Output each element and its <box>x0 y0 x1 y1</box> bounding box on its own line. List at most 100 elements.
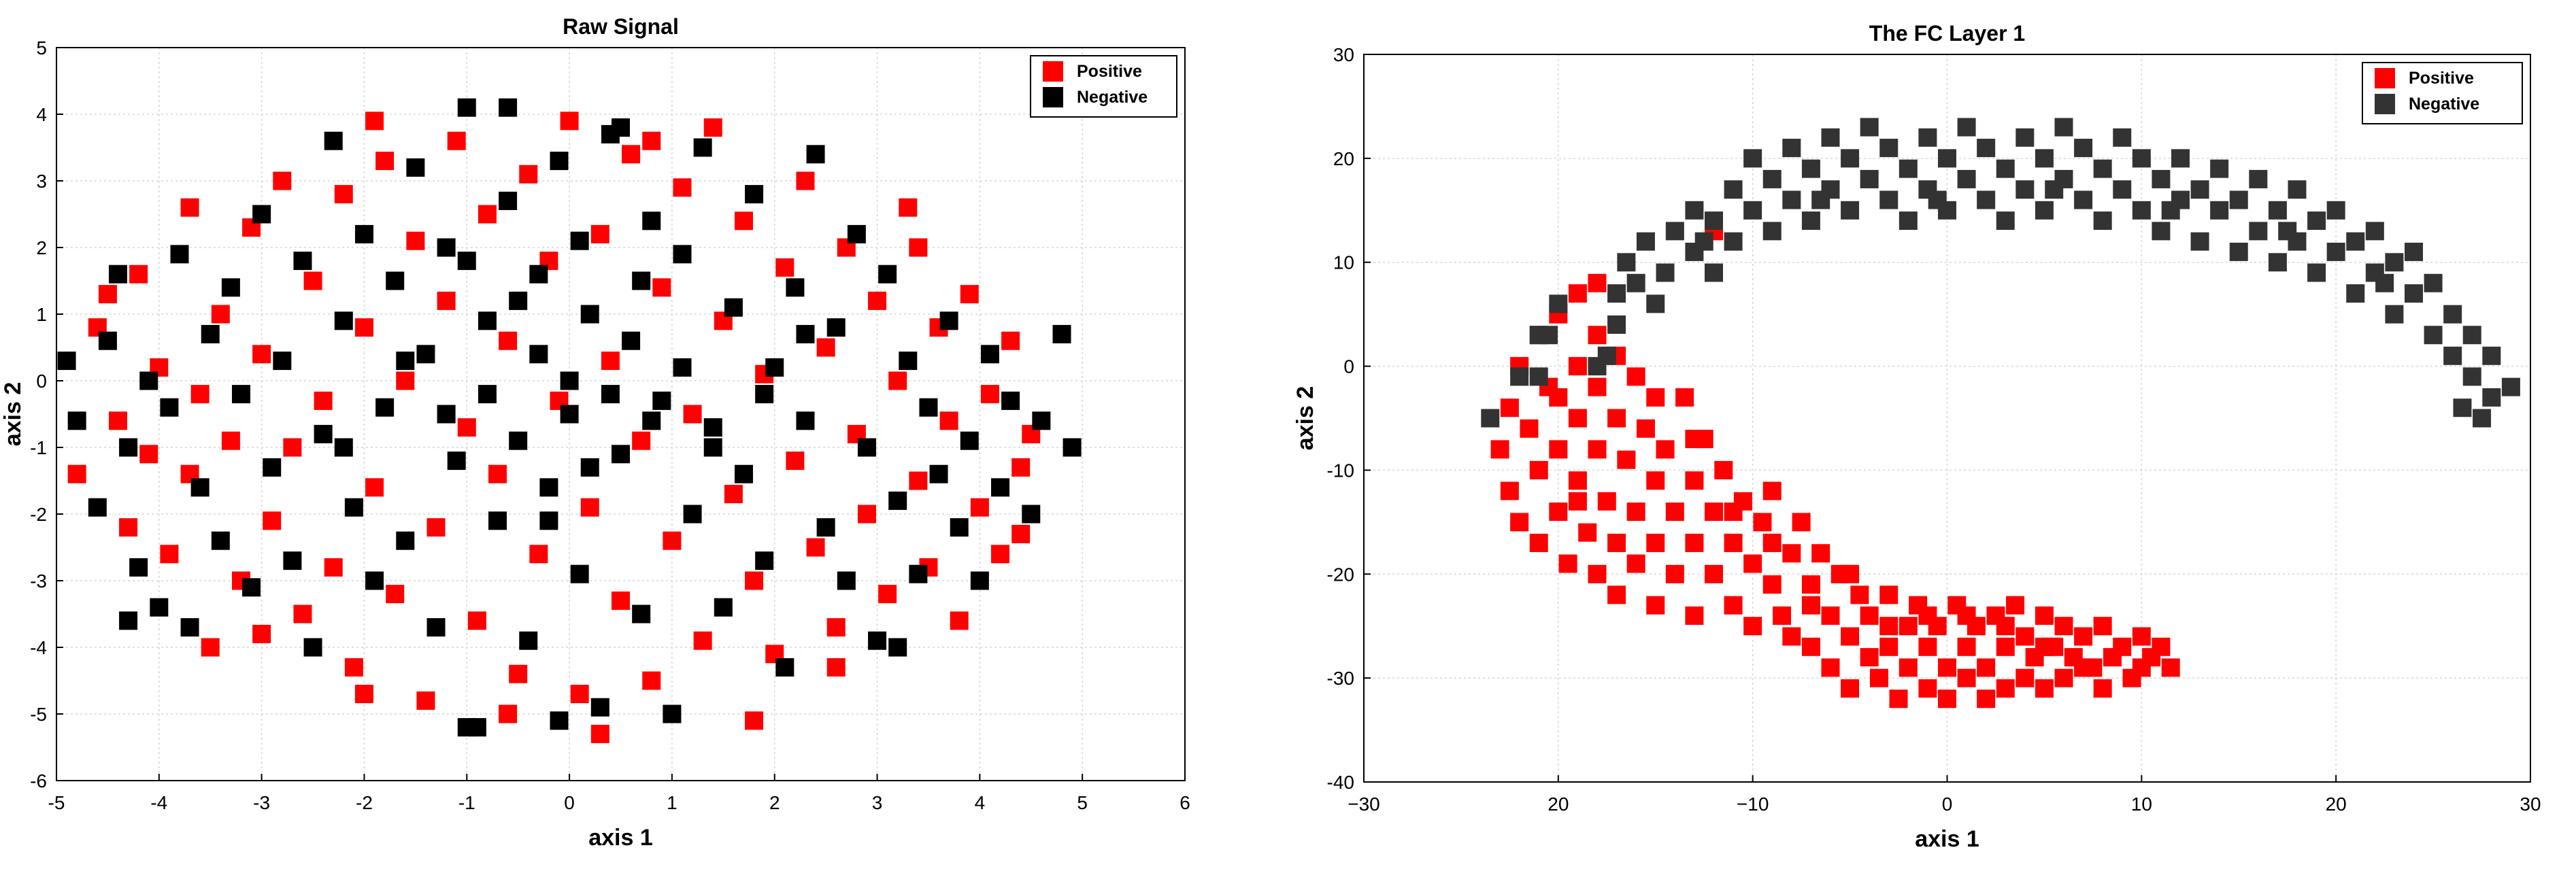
data-point <box>2229 190 2248 209</box>
data-point <box>263 458 282 477</box>
data-point <box>703 418 722 437</box>
y-tick-label: 1 <box>36 304 47 325</box>
y-tick-label: -5 <box>30 704 47 725</box>
data-point <box>673 245 692 264</box>
data-point <box>2152 169 2171 188</box>
data-point <box>1841 564 1860 583</box>
data-point <box>2074 139 2093 158</box>
data-point <box>2346 232 2365 251</box>
data-point <box>190 385 210 404</box>
data-point <box>2462 326 2481 345</box>
data-point <box>457 252 476 271</box>
data-point <box>580 458 599 477</box>
data-point <box>1928 190 1947 209</box>
data-point <box>1977 689 1996 709</box>
data-point <box>1539 326 1558 345</box>
legend-label-positive: Positive <box>1077 62 1142 81</box>
data-point <box>457 98 476 117</box>
data-point <box>2015 627 2035 646</box>
data-point <box>2307 263 2326 282</box>
legend-label-negative: Negative <box>1077 88 1148 107</box>
data-point <box>734 211 753 231</box>
data-point <box>2152 637 2171 656</box>
legend-swatch-positive <box>2375 68 2395 88</box>
data-point <box>1869 668 1888 687</box>
data-point <box>1792 513 1811 532</box>
data-point <box>1977 658 1996 677</box>
y-tick-label: -3 <box>30 570 47 592</box>
data-point <box>899 352 918 371</box>
data-point <box>354 224 373 243</box>
data-point <box>919 398 938 417</box>
data-point <box>1705 263 1723 282</box>
data-point <box>375 152 395 171</box>
series-negative <box>1481 118 2520 428</box>
x-tick-label: 4 <box>975 792 986 813</box>
y-tick-label: 0 <box>36 371 47 392</box>
data-point <box>98 331 117 350</box>
data-point <box>888 371 907 390</box>
data-point <box>632 431 651 450</box>
data-point <box>509 664 528 683</box>
data-point <box>273 171 292 190</box>
data-point <box>2385 253 2404 272</box>
data-point <box>252 345 271 364</box>
data-point <box>1773 606 1792 625</box>
data-point <box>1607 409 1626 428</box>
data-point <box>2210 201 2229 220</box>
data-point <box>683 505 702 524</box>
data-point <box>806 538 825 557</box>
data-point <box>88 498 107 517</box>
data-point <box>386 271 405 290</box>
data-point <box>303 638 322 657</box>
data-point <box>622 145 641 164</box>
data-point <box>1977 190 1996 209</box>
data-point <box>1850 585 1869 604</box>
data-point <box>775 658 794 677</box>
data-point <box>1607 533 1626 552</box>
data-point <box>2346 284 2365 303</box>
data-point <box>714 598 733 617</box>
data-point <box>2424 326 2443 345</box>
data-point <box>612 445 630 464</box>
x-tick-label: -4 <box>150 792 167 813</box>
data-point <box>129 265 148 284</box>
data-point <box>590 224 609 243</box>
data-point <box>1918 637 1937 656</box>
data-point <box>2443 346 2462 365</box>
data-point <box>334 185 353 204</box>
data-point <box>2054 118 2073 137</box>
data-point <box>2074 658 2093 677</box>
data-point <box>1588 564 1607 583</box>
data-point <box>2015 668 2035 687</box>
data-point <box>139 371 158 390</box>
data-point <box>652 278 671 297</box>
data-point <box>1918 128 1937 147</box>
data-point <box>888 491 907 510</box>
data-point <box>703 118 722 137</box>
data-point <box>488 511 507 530</box>
data-point <box>1898 211 1918 231</box>
data-point <box>1918 606 1937 625</box>
data-point <box>293 604 312 624</box>
x-tick-label: -1 <box>458 792 475 813</box>
data-point <box>1529 367 1548 386</box>
data-point <box>1938 658 1956 677</box>
data-point <box>2288 180 2307 199</box>
data-point <box>519 631 538 650</box>
data-point <box>1617 450 1636 469</box>
data-point <box>1011 524 1031 543</box>
chart-title: The FC Layer 1 <box>1869 21 2025 46</box>
data-point <box>1529 460 1548 479</box>
data-point <box>1011 458 1031 477</box>
data-point <box>1996 211 2015 231</box>
data-point <box>1063 438 1082 457</box>
fc-layer-chart-panel: −30 20 −10 0 10 20 30 -40 -30 -20 -10 0 10 20 30 The FC… <box>1292 0 2576 866</box>
data-point <box>499 98 518 117</box>
data-point <box>529 345 548 364</box>
data-point <box>765 358 784 377</box>
data-point <box>724 298 743 317</box>
data-point <box>909 471 928 490</box>
data-point <box>344 498 363 517</box>
data-point <box>478 385 497 404</box>
